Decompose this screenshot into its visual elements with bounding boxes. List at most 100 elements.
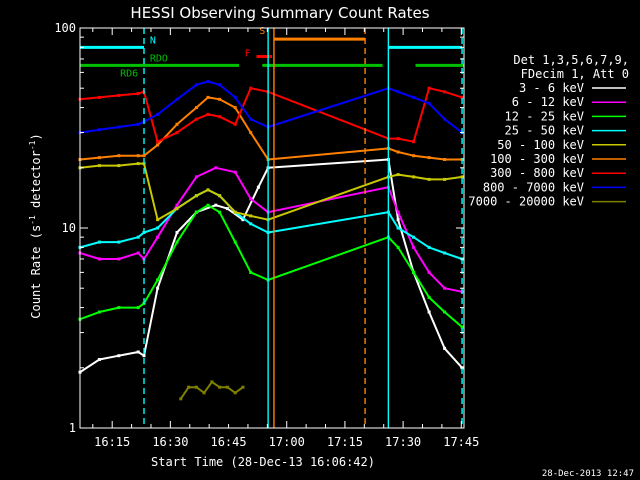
data-point-300-800-kev [117, 93, 121, 97]
data-point-50-100-kev [427, 177, 431, 181]
legend-entry-label: 25 - 50 keV [505, 124, 584, 138]
data-point-100-300-kev [206, 95, 210, 99]
data-point-6-12-kev [156, 235, 160, 239]
data-point-12-25-kev [206, 203, 210, 207]
y-axis-label: Count Rate (s-1 detector-1) [28, 133, 43, 318]
data-point-50-100-kev [175, 207, 179, 211]
data-point-800-7000-kev [249, 117, 253, 121]
data-point-6-12-kev [194, 175, 198, 179]
data-point-6-12-kev [427, 270, 431, 274]
data-point-50-100-kev [194, 194, 198, 198]
data-point-12-25-kev [233, 240, 237, 244]
data-point-7000-20000-kev [194, 385, 198, 389]
legend-entry-label: 6 - 12 keV [512, 95, 584, 109]
data-point-100-300-kev [412, 154, 416, 158]
data-point-25-50-kev [136, 235, 140, 239]
flag-label-rdo: RDO [150, 53, 168, 64]
data-point-3-6-kev [256, 185, 260, 189]
legend-entry-label: 12 - 25 keV [505, 109, 584, 123]
data-point-25-50-kev [117, 240, 121, 244]
x-tick-label: 17:45 [443, 435, 479, 449]
data-point-25-50-kev [443, 251, 447, 255]
y-tick-label: 1 [69, 421, 76, 435]
legend-entry-label: 3 - 6 keV [519, 81, 584, 95]
x-axis-label: Start Time (28-Dec-13 16:06:42) [151, 455, 375, 469]
data-point-800-7000-kev [206, 80, 210, 83]
legend-entry-label: 7000 - 20000 keV [468, 195, 584, 209]
data-point-12-25-kev [460, 325, 464, 329]
data-point-800-7000-kev [156, 112, 160, 116]
x-tick-label: 17:30 [385, 435, 421, 449]
data-point-300-800-kev [412, 140, 416, 144]
flag-label-rd6: RD6 [120, 68, 138, 79]
data-point-6-12-kev [443, 286, 447, 290]
data-point-12-25-kev [443, 310, 447, 314]
data-point-300-800-kev [97, 95, 101, 99]
data-point-50-100-kev [136, 162, 140, 166]
data-point-25-50-kev [156, 226, 160, 230]
data-point-50-100-kev [218, 194, 222, 198]
legend-header-line-2: FDecim 1, Att 0 [521, 67, 629, 81]
data-point-50-100-kev [206, 188, 210, 192]
x-tick-label: 17:15 [327, 435, 363, 449]
data-point-7000-20000-kev [187, 385, 191, 389]
y-tick-label: 10 [62, 221, 76, 235]
data-point-7000-20000-kev [241, 385, 245, 389]
data-point-100-300-kev [249, 131, 253, 135]
data-point-800-7000-kev [194, 83, 198, 87]
data-point-3-6-kev [225, 207, 229, 211]
data-point-12-25-kev [175, 240, 179, 244]
data-point-50-100-kev [97, 164, 101, 168]
data-point-800-7000-kev [218, 83, 222, 87]
data-point-6-12-kev [214, 166, 218, 170]
legend-entry-label: 800 - 7000 keV [483, 180, 584, 194]
data-point-7000-20000-kev [218, 385, 222, 389]
data-point-800-7000-kev [117, 125, 121, 129]
data-point-7000-20000-kev [202, 391, 206, 395]
data-point-6-12-kev [412, 245, 416, 249]
data-point-50-100-kev [443, 177, 447, 181]
data-point-12-25-kev [136, 306, 140, 310]
data-point-6-12-kev [136, 251, 140, 255]
data-point-6-12-kev [396, 210, 400, 214]
data-point-100-300-kev [443, 158, 447, 161]
data-point-300-800-kev [194, 117, 198, 121]
data-point-100-300-kev [233, 106, 237, 110]
data-point-7000-20000-kev [179, 397, 183, 401]
data-point-300-800-kev [249, 86, 253, 90]
data-point-3-6-kev [142, 354, 146, 358]
data-point-300-800-kev [460, 95, 464, 99]
data-point-800-7000-kev [396, 90, 400, 94]
data-point-800-7000-kev [136, 122, 140, 126]
x-tick-label: 16:30 [152, 435, 188, 449]
data-point-25-50-kev [249, 222, 253, 226]
series-lines [78, 80, 464, 401]
data-point-6-12-kev [117, 257, 121, 261]
data-point-100-300-kev [218, 97, 222, 101]
data-point-50-100-kev [412, 175, 416, 179]
data-point-100-300-kev [136, 154, 140, 158]
data-point-50-100-kev [156, 218, 160, 222]
data-point-25-50-kev [427, 245, 431, 249]
x-tick-label: 16:45 [210, 435, 246, 449]
flag-label-n: N [150, 35, 156, 46]
data-point-50-100-kev [117, 164, 121, 168]
flag-label-s: S [259, 26, 265, 37]
flag-label-f: F [245, 49, 251, 60]
data-point-3-6-kev [136, 350, 140, 354]
data-point-7000-20000-kev [210, 380, 214, 384]
data-point-12-25-kev [97, 310, 101, 314]
data-point-6-12-kev [233, 170, 237, 174]
legend-entry-label: 100 - 300 keV [490, 152, 584, 166]
data-point-800-7000-kev [412, 95, 416, 99]
data-point-7000-20000-kev [233, 391, 237, 395]
data-point-100-300-kev [175, 122, 179, 126]
data-point-100-300-kev [142, 154, 146, 158]
data-point-50-100-kev [249, 214, 253, 218]
data-point-300-800-kev [156, 140, 160, 144]
plot-timestamp: 28-Dec-2013 12:47 [542, 469, 634, 479]
legend-entry-label: 300 - 800 keV [490, 166, 584, 180]
data-point-100-300-kev [97, 156, 101, 160]
data-point-800-7000-kev [233, 95, 237, 99]
